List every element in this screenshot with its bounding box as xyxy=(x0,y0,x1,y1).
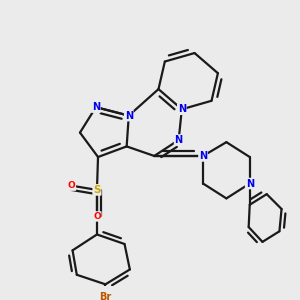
Text: N: N xyxy=(178,104,186,114)
Text: O: O xyxy=(93,212,101,221)
Text: Br: Br xyxy=(99,292,112,300)
Text: O: O xyxy=(68,181,75,190)
Text: S: S xyxy=(93,185,101,195)
Text: N: N xyxy=(199,151,207,161)
Text: N: N xyxy=(92,102,100,112)
Text: N: N xyxy=(246,178,254,188)
Text: N: N xyxy=(175,135,183,145)
Text: N: N xyxy=(125,111,133,121)
